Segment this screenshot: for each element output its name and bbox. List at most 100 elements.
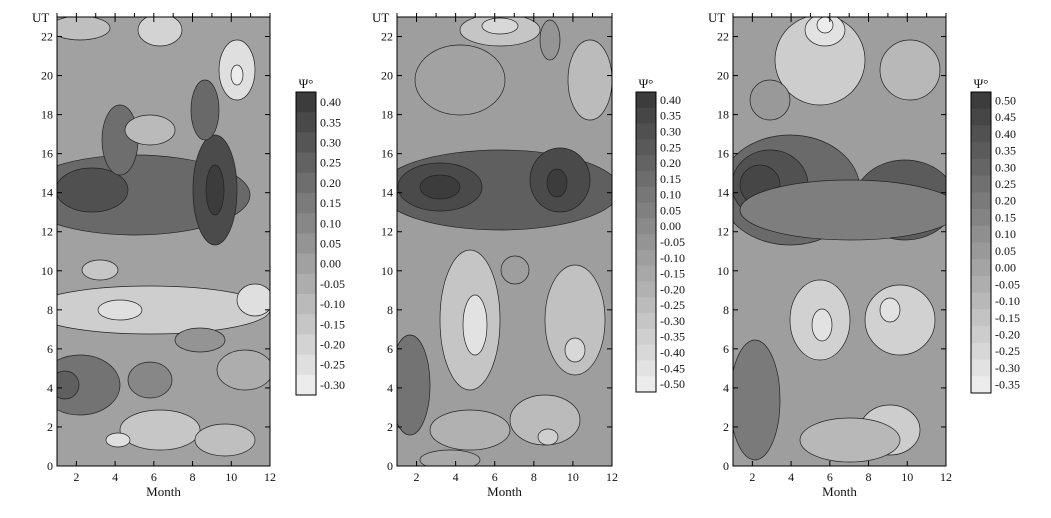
colorbar-swatch [636, 170, 656, 188]
colorbar-swatch [296, 354, 316, 376]
colorbar-tick-label: 0.35 [995, 144, 1016, 158]
x-axis-label: Month [822, 484, 857, 499]
y-tick-label: 0 [47, 459, 53, 473]
colorbar-frame [635, 91, 657, 393]
colorbar-swatch [636, 186, 656, 204]
colorbar-tick-label: 0.30 [995, 160, 1016, 174]
contour-region [236, 283, 270, 317]
colorbar-swatch [296, 132, 316, 154]
x-tick-label: 8 [531, 470, 537, 484]
colorbar-tick-label: 0.00 [320, 257, 341, 271]
colorbar-tick-label: 0.05 [320, 237, 341, 251]
colorbar-swatch [971, 108, 991, 126]
x-tick-label: 10 [901, 470, 913, 484]
contour-region [567, 39, 612, 121]
x-tick-label: 8 [190, 470, 196, 484]
contour-region [119, 409, 201, 451]
y-tick-label: 14 [717, 186, 729, 200]
colorbar-swatch [636, 344, 656, 361]
y-tick-label: 12 [717, 225, 729, 239]
contour-region [774, 17, 866, 106]
y-tick-label: 6 [723, 342, 729, 356]
colorbar-swatch [296, 374, 316, 396]
y-tick-label: 22 [381, 30, 393, 44]
colorbar-swatch [636, 249, 656, 267]
colorbar-tick-label: -0.10 [320, 297, 345, 311]
y-tick-label: 10 [41, 264, 53, 278]
colorbar-swatch [636, 202, 656, 219]
x-tick-label: 12 [264, 470, 276, 484]
y-tick-label: 16 [381, 147, 393, 161]
contour-region [97, 299, 143, 321]
colorbar-tick-label: 0.15 [995, 210, 1016, 224]
contour-region [879, 39, 941, 101]
colorbar-tick-label: -0.05 [995, 277, 1020, 291]
colorbar-tick-label: -0.10 [995, 294, 1020, 308]
contour-region [739, 179, 946, 241]
colorbar-tick-label: 0.20 [660, 156, 681, 170]
y-axis-label: UT [708, 10, 725, 25]
y-tick-label: 20 [41, 69, 53, 83]
x-tick-label: 4 [112, 470, 118, 484]
y-tick-label: 18 [381, 108, 393, 122]
colorbar-tick-label: -0.20 [320, 338, 345, 352]
colorbar-tick-label: -0.15 [660, 267, 685, 281]
y-tick-label: 12 [381, 225, 393, 239]
contour-region [190, 79, 220, 141]
colorbar-swatch [636, 265, 656, 282]
colorbar-tick-label: 0.40 [660, 93, 681, 107]
contour-region [462, 294, 488, 356]
colorbar-tick-label: -0.15 [995, 311, 1020, 325]
colorbar-tick-label: 0.10 [995, 227, 1016, 241]
y-axis-label: UT [32, 10, 49, 25]
plot-frame [56, 16, 271, 467]
y-tick-label: 0 [723, 459, 729, 473]
colorbar-tick-label: 0.40 [320, 95, 341, 109]
contour-region [816, 17, 834, 34]
contour-region [137, 17, 183, 47]
y-tick-label: 6 [47, 342, 53, 356]
colorbar-swatch [971, 175, 991, 193]
colorbar: 0.50 0.45 0.40 0.35 0.30 0.25 0.20 0.15 0.10 0.05… [970, 76, 1020, 394]
y-tick-label: 4 [47, 381, 53, 395]
colorbar-swatch [636, 92, 656, 109]
x-tick-label: 2 [414, 470, 420, 484]
colorbar-swatch [971, 142, 991, 160]
colorbar-swatch [636, 107, 656, 125]
colorbar: 0.40 0.35 0.30 0.25 0.20 0.15 0.10 0.05 0.00 -0.0… [295, 76, 345, 396]
colorbar-tick-label: 0.30 [320, 136, 341, 150]
colorbar-swatch [296, 112, 316, 133]
colorbar-swatch [636, 155, 656, 172]
y-tick-label: 2 [387, 420, 393, 434]
x-tick-label: 10 [225, 470, 237, 484]
y-tick-label: 20 [717, 69, 729, 83]
contour-region [105, 432, 131, 448]
contour-region [481, 17, 519, 35]
y-tick-label: 12 [41, 225, 53, 239]
colorbar-tick-label: 0.35 [320, 115, 341, 129]
colorbar-tick-label: 0.25 [995, 177, 1016, 191]
colorbar-tick-label: 0.05 [660, 203, 681, 217]
colorbar-tick-label: 0.15 [660, 172, 681, 186]
colorbar-swatch [636, 139, 656, 156]
colorbar-tick-label: 0.25 [320, 156, 341, 170]
y-tick-label: 22 [717, 30, 729, 44]
contour-region [57, 285, 270, 335]
colorbar-swatch [971, 259, 991, 277]
contour-region [81, 259, 119, 281]
colorbar-swatch [636, 123, 656, 140]
colorbar-swatch [971, 292, 991, 310]
colorbar-swatch [636, 376, 656, 393]
y-tick-label: 0 [387, 459, 393, 473]
contour-region [397, 334, 431, 436]
colorbar-tick-label: 0.05 [995, 244, 1016, 258]
colorbar-tick-label: -0.25 [320, 358, 345, 372]
contour-region [194, 423, 256, 457]
y-tick-label: 10 [381, 264, 393, 278]
contour-field [397, 17, 612, 466]
y-tick-label: 14 [381, 186, 393, 200]
colorbar-tick-label: -0.20 [995, 327, 1020, 341]
colorbar-swatch [296, 314, 316, 335]
y-tick-label: 8 [387, 303, 393, 317]
